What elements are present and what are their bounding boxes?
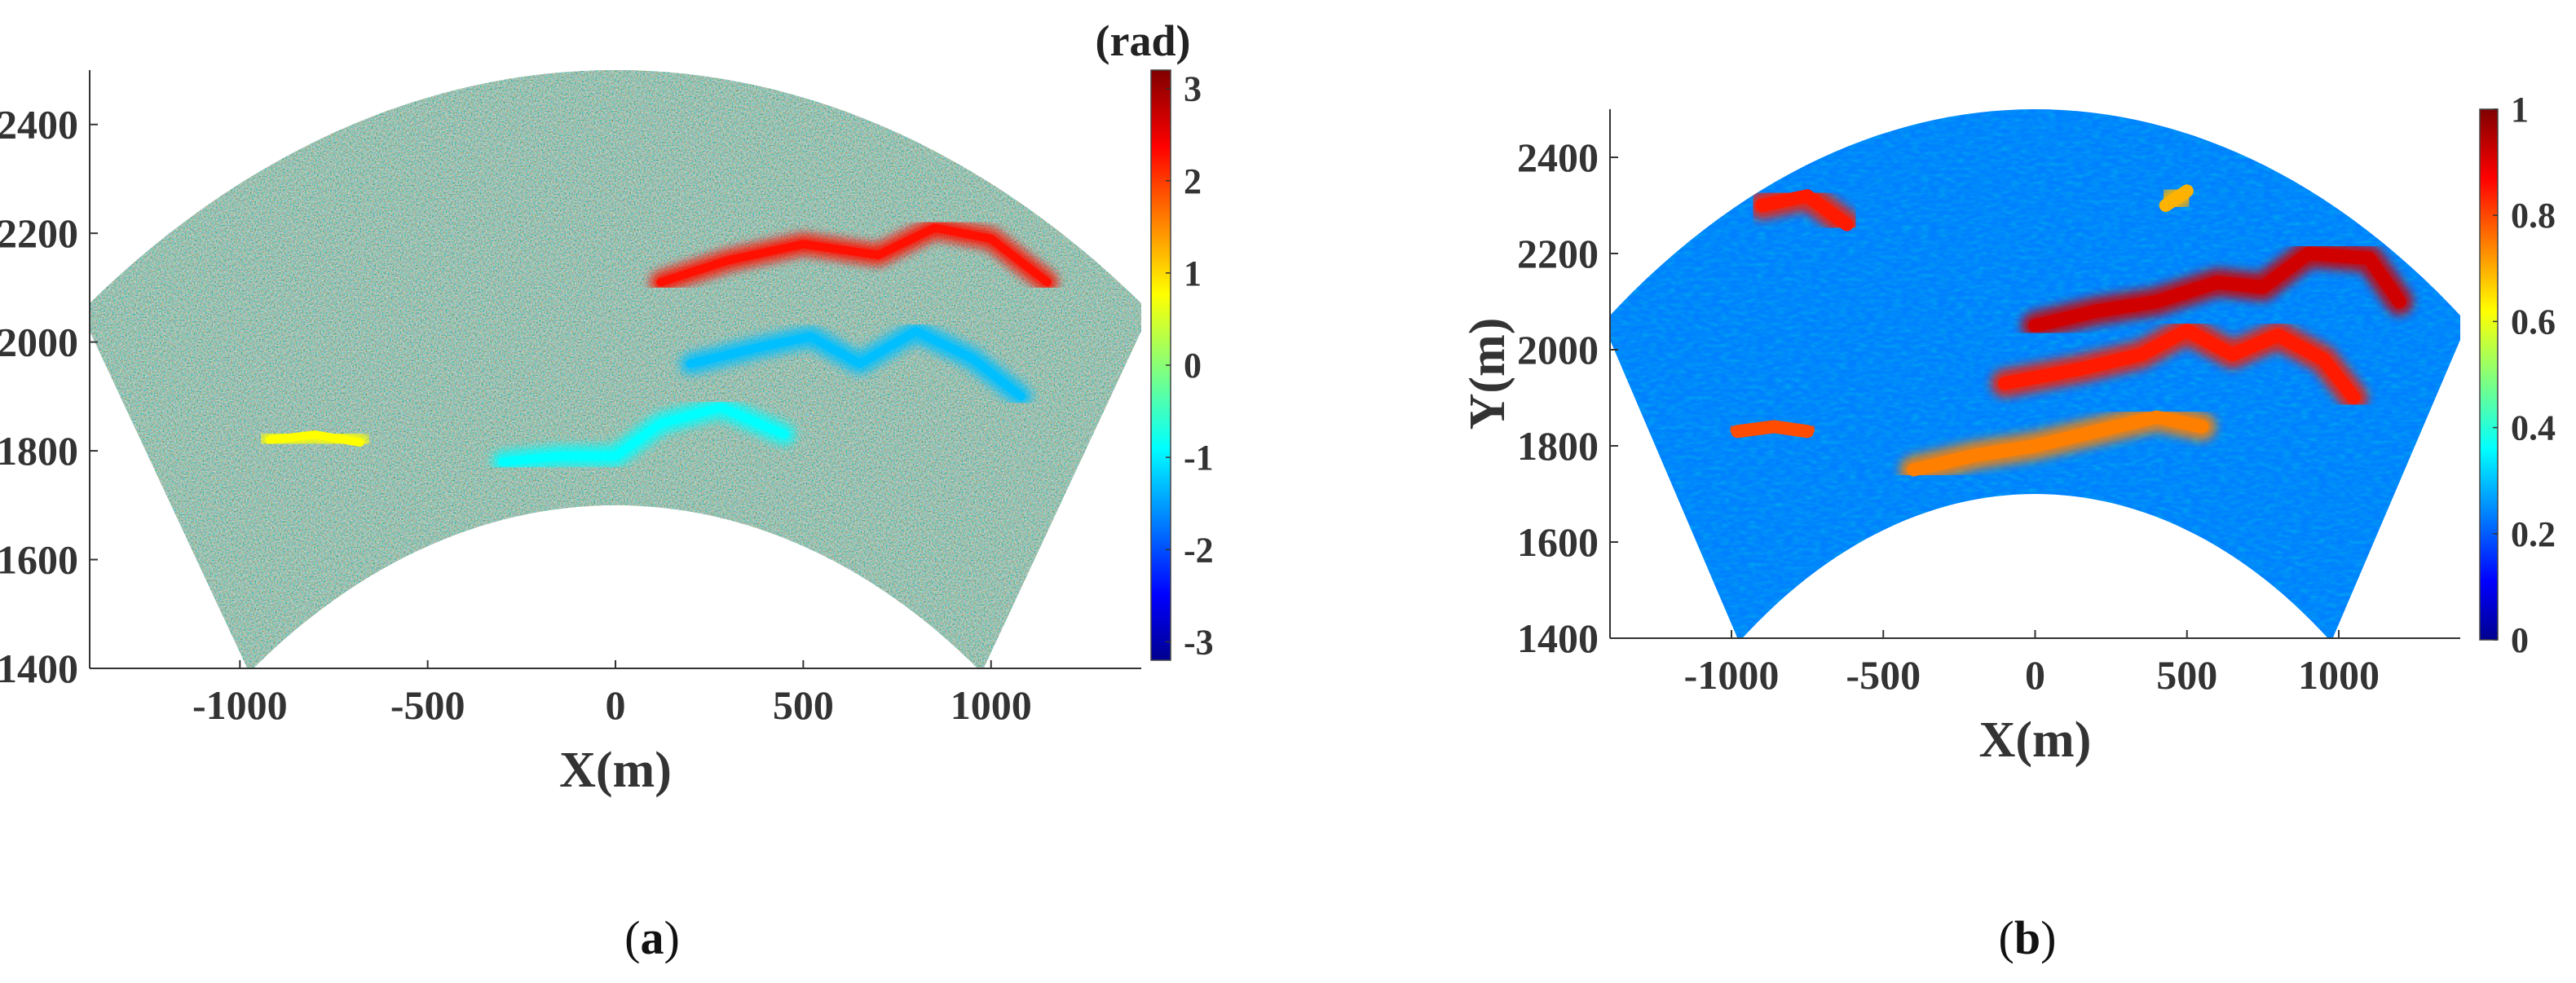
- data-field: [90, 70, 1141, 668]
- feature-3: [266, 430, 364, 447]
- feature-0: [656, 223, 1052, 287]
- y-tick-label: 2000: [0, 320, 78, 365]
- data-field: [1610, 109, 2460, 638]
- y-tick-label: 2000: [1517, 327, 1599, 372]
- panel-a-label: (a): [624, 911, 680, 964]
- x-tick-label: -500: [390, 682, 465, 728]
- x-axis-label: X(m): [559, 743, 672, 798]
- colorbar: [2479, 108, 2499, 641]
- panel-b: -1000 -500 0 500 1000 1400 1600 1800 2000 2200 240…: [1460, 90, 2556, 768]
- x-tick-label: -1000: [1684, 652, 1780, 698]
- y-axis-label: Y(m): [1460, 318, 1515, 430]
- colorbar-tick-label: 0.6: [2511, 302, 2556, 342]
- panel-b-letter: b: [2014, 911, 2040, 964]
- feature-2: [498, 403, 789, 466]
- y-tick-label: 1400: [1517, 615, 1599, 661]
- colorbar-tick-label: 0: [2511, 620, 2529, 660]
- colorbar-tick-label: 2: [1184, 161, 1202, 201]
- feature-1: [686, 327, 1026, 401]
- colorbar-tick-label: -3: [1184, 622, 1214, 662]
- feature-5: [2159, 184, 2194, 212]
- colorbar-tick-label: 1: [1184, 253, 1202, 293]
- colorbar-tick-label: 3: [1184, 69, 1202, 109]
- panel-b-label: (b): [1999, 911, 2057, 964]
- x-tick-label: 500: [773, 682, 834, 728]
- x-tick-label: 1000: [2298, 652, 2380, 698]
- x-tick-label: 0: [606, 682, 626, 728]
- feature-1: [1998, 324, 2361, 404]
- feature-0: [2028, 247, 2406, 333]
- x-tick-label: 500: [2156, 652, 2217, 698]
- y-tick-label: 2200: [1517, 231, 1599, 276]
- y-tick-label: 2400: [0, 102, 78, 148]
- y-tick-label: 2400: [1517, 134, 1599, 180]
- colorbar-tick-label: -1: [1184, 438, 1214, 478]
- y-tick-label: 1400: [0, 646, 78, 691]
- x-tick-label: -1000: [192, 682, 288, 728]
- y-tick-label: 1600: [1517, 519, 1599, 565]
- colorbar-tick-label: -2: [1184, 530, 1214, 570]
- panel-a-letter: a: [641, 911, 664, 964]
- feature-2: [1907, 410, 2209, 477]
- x-tick-label: -500: [1846, 652, 1921, 698]
- y-tick-label: 1600: [0, 537, 78, 583]
- y-tick-label: 1800: [0, 428, 78, 474]
- colorbar-tick-label: 0: [1184, 346, 1202, 386]
- colorbar-units-label: (rad): [1096, 16, 1191, 65]
- colorbar-tick-label: 1: [2511, 90, 2529, 130]
- y-tick-label: 1800: [1517, 423, 1599, 469]
- x-tick-label: 1000: [951, 682, 1032, 728]
- feature-3: [1755, 189, 1854, 231]
- colorbar-tick-label: 0.2: [2511, 514, 2556, 554]
- feature-4: [1731, 420, 1815, 439]
- colorbar-tick-label: 0.4: [2511, 408, 2556, 448]
- panel-a: -1000 -500 0 500 1000 1400 1600 1800 2000 2200 240…: [0, 16, 1214, 798]
- x-axis-label: X(m): [1979, 712, 2092, 768]
- x-tick-label: 0: [2025, 652, 2045, 698]
- colorbar-tick-label: 0.8: [2511, 196, 2556, 236]
- y-tick-label: 2200: [0, 210, 78, 256]
